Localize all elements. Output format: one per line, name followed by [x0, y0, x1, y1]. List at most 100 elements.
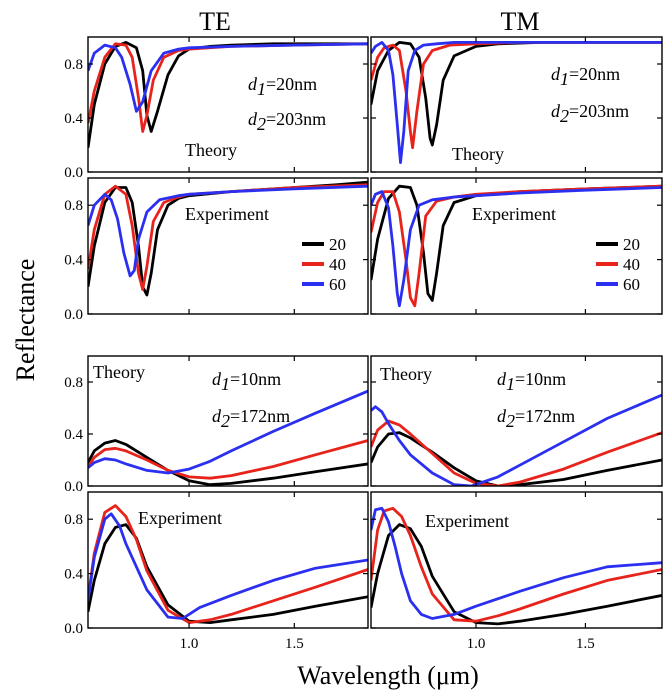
d2-label: d2=203nm — [248, 109, 326, 134]
y-tick-label: 0.8 — [64, 198, 83, 214]
panel-grid: 0.00.40.8Theoryd1=20nmd2=203nmTheoryd1=2… — [64, 36, 663, 652]
panel-frame — [87, 36, 369, 173]
d1-letter: d — [212, 369, 222, 389]
d2-subscript: 2 — [221, 411, 230, 431]
series-line-60 — [371, 186, 662, 308]
series-line-60 — [88, 42, 368, 113]
d1-label: d1=20nm — [551, 64, 620, 89]
panel-frame — [370, 177, 663, 315]
d2-letter: d — [497, 406, 507, 426]
d2-letter: d — [212, 406, 222, 426]
column-title-tm: TM — [501, 7, 540, 36]
panel-frame — [370, 491, 663, 629]
series-line-60 — [371, 393, 662, 486]
theory-label: Theory — [93, 362, 145, 382]
x-tick-label: 1.5 — [576, 636, 595, 652]
series-line-60 — [88, 184, 368, 278]
experiment-label: Experiment — [425, 511, 509, 531]
panel-frame — [370, 355, 663, 487]
y-tick-label: 0.8 — [64, 375, 83, 391]
series-line-20 — [88, 180, 368, 297]
series-line-40 — [88, 439, 368, 480]
d2-value: =203nm — [569, 101, 629, 121]
legend-label-20: 20 — [623, 235, 640, 254]
experiment-label: Experiment — [185, 204, 269, 224]
y-tick-label: 0.0 — [64, 621, 83, 637]
d2-value: =203nm — [266, 109, 326, 129]
series-line-20 — [88, 41, 368, 148]
y-tick-label: 0.0 — [64, 479, 83, 495]
y-tick-label: 0.8 — [64, 512, 83, 528]
experiment-label: Experiment — [472, 204, 556, 224]
d1-letter: d — [551, 64, 561, 84]
d1-label: d1=20nm — [248, 74, 317, 99]
legend-label-60: 60 — [329, 275, 346, 294]
theory-label: Theory — [185, 140, 237, 160]
theory-label: Theory — [452, 144, 504, 164]
d1-label: d1=10nm — [497, 369, 566, 394]
series-line-40 — [371, 419, 662, 486]
theory-label: Theory — [380, 364, 432, 384]
d2-label: d2=172nm — [497, 406, 575, 431]
panel-te-row4: 0.0 0.4 0.8 1.0 1.5 Experiment — [64, 491, 369, 652]
d2-subscript: 2 — [506, 411, 515, 431]
series-line-60 — [371, 41, 662, 165]
series-line-40 — [371, 41, 662, 150]
y-axis-title: Reflectance — [11, 259, 40, 382]
y-tick-label: 0.8 — [64, 57, 83, 73]
d1-value: =10nm — [230, 369, 281, 389]
experiment-label: Experiment — [138, 508, 222, 528]
d1-subscript: 1 — [221, 374, 230, 394]
x-tick-label: 1.0 — [180, 636, 199, 652]
d1-value: =10nm — [515, 369, 566, 389]
d1-subscript: 1 — [506, 374, 515, 394]
d1-subscript: 1 — [257, 79, 266, 99]
y-tick-label: 0.4 — [64, 111, 83, 127]
legend-label-40: 40 — [623, 255, 640, 274]
d1-letter: d — [248, 74, 258, 94]
x-tick-label: 1.5 — [285, 636, 304, 652]
panel-frame — [87, 355, 369, 487]
x-axis-title: Wavelength (μm) — [297, 661, 479, 690]
y-tick-label: 0.0 — [64, 165, 83, 181]
d2-letter: d — [248, 109, 258, 129]
d2-label: d2=203nm — [551, 101, 629, 126]
y-tick-label: 0.4 — [64, 427, 83, 443]
series-line-60 — [88, 389, 368, 475]
d2-value: =172nm — [230, 406, 290, 426]
d1-letter: d — [497, 369, 507, 389]
series-line-60 — [88, 512, 368, 620]
y-tick-label: 0.4 — [64, 253, 83, 269]
series-line-40 — [88, 504, 368, 624]
panel-frame — [370, 36, 663, 173]
d2-value: =172nm — [515, 406, 575, 426]
legend-label-60: 60 — [623, 275, 640, 294]
x-tick-label: 1.0 — [467, 636, 486, 652]
d1-subscript: 1 — [560, 69, 569, 89]
series-line-20 — [88, 523, 368, 624]
panel-frame — [87, 177, 369, 315]
legend-label-20: 20 — [329, 235, 346, 254]
d1-label: d1=10nm — [212, 369, 281, 394]
d2-subscript: 2 — [560, 106, 569, 126]
d2-letter: d — [551, 101, 561, 121]
d1-value: =20nm — [266, 74, 317, 94]
series-line-20 — [371, 431, 662, 486]
d1-value: =20nm — [569, 64, 620, 84]
series-line-20 — [88, 439, 368, 486]
panel-frame — [87, 491, 369, 629]
column-title-te: TE — [199, 7, 231, 36]
series-line-60 — [371, 506, 662, 620]
legend-label-40: 40 — [329, 255, 346, 274]
panel-tm-row4: 1.0 1.5 Experiment — [370, 491, 663, 652]
d2-label: d2=172nm — [212, 406, 290, 431]
